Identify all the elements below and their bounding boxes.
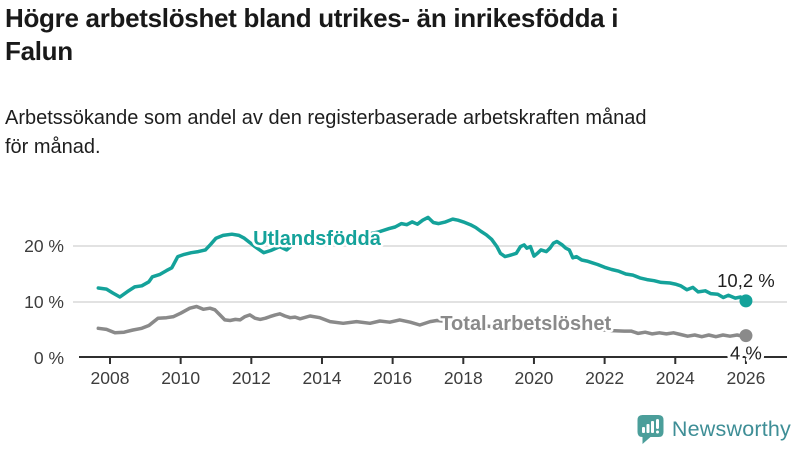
newsworthy-logo: Newsworthy <box>637 415 791 444</box>
x-axis-tick-label: 2008 <box>91 368 130 388</box>
x-axis-tick-label: 2022 <box>585 368 624 388</box>
chart-subtitle-line: för månad. <box>5 136 101 158</box>
newsworthy-speech-bubble-chart-icon <box>637 415 664 444</box>
series-inline-label: Utlandsfödda <box>253 228 382 250</box>
series-line-total-arbetsloshet <box>96 304 748 339</box>
x-axis-tick-label: 2014 <box>303 368 342 388</box>
newsworthy-wordmark: Newsworthy <box>671 417 791 441</box>
series-end-dot-total-arbetsloshet <box>739 329 753 343</box>
x-axis-tick-label: 2018 <box>444 368 483 388</box>
x-axis-tick-label: 2020 <box>514 368 553 388</box>
x-axis-tick-label: 2026 <box>726 368 765 388</box>
chart-subtitle-line: Arbetssökande som andel av den registerb… <box>5 107 647 129</box>
y-axis-tick-label: 0 % <box>34 348 64 368</box>
series-end-dot-utlandsfodda <box>739 294 753 308</box>
series-end-value-label: 10,2 % <box>717 270 775 291</box>
chart-title-line: Högre arbetslöshet bland utrikes- än inr… <box>5 3 619 33</box>
series-end-value-label: 4 % <box>730 343 762 364</box>
x-axis-tick-label: 2012 <box>232 368 271 388</box>
chart-subtitle: Arbetssökande som andel av den registerb… <box>5 104 795 162</box>
x-axis-tick-label: 2010 <box>161 368 200 388</box>
x-axis-tick-label: 2024 <box>656 368 695 388</box>
x-axis-tick-label: 2016 <box>373 368 412 388</box>
series-inline-label: Total arbetslöshet <box>440 313 611 335</box>
y-axis-tick-label: 10 % <box>24 292 64 312</box>
series-line-utlandsfodda <box>96 215 748 303</box>
chart-title-line: Falun <box>5 36 73 66</box>
y-axis-tick-label: 20 % <box>24 236 64 256</box>
chart-title: Högre arbetslöshet bland utrikes- än inr… <box>5 2 797 68</box>
